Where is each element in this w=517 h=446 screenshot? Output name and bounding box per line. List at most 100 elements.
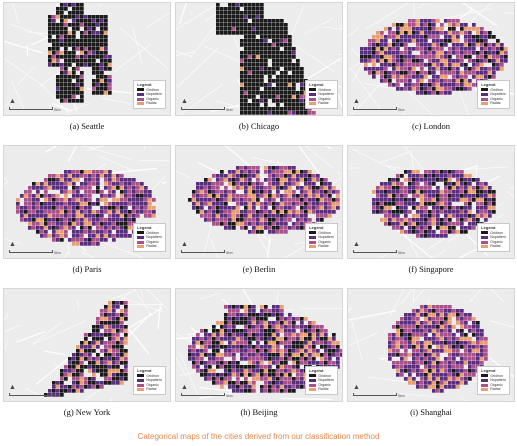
grid-cell: [252, 357, 256, 361]
grid-cell: [248, 329, 252, 333]
grid-cell: [392, 63, 396, 67]
grid-cell: [388, 222, 392, 226]
grid-cell: [420, 222, 424, 226]
grid-cell: [68, 182, 72, 186]
grid-cell: [224, 321, 228, 325]
grid-cell: [440, 67, 444, 71]
grid-cell: [436, 194, 440, 198]
grid-cell: [240, 75, 244, 79]
grid-cell: [240, 55, 244, 59]
map-legend: Legend Gridiron Nopattern Organic Radial: [133, 80, 166, 109]
grid-cell: [108, 226, 112, 230]
grid-cell: [396, 222, 400, 226]
grid-cell: [80, 226, 84, 230]
grid-cell: [132, 194, 136, 198]
grid-cell: [248, 23, 252, 27]
city-map: ▲ 5km Legend Gridiron Nopattern Organic Radial: [3, 288, 171, 402]
grid-cell: [252, 349, 256, 353]
grid-cell: [428, 226, 432, 230]
grid-cell: [412, 23, 416, 27]
grid-cell: [380, 198, 384, 202]
grid-cell: [324, 182, 328, 186]
grid-cell: [460, 341, 464, 345]
grid-cell: [408, 337, 412, 341]
grid-cell: [88, 194, 92, 198]
grid-cell: [252, 174, 256, 178]
grid-cell: [428, 361, 432, 365]
grid-cell: [280, 222, 284, 226]
grid-cell: [484, 55, 488, 59]
grid-cell: [452, 365, 456, 369]
grid-cell: [460, 174, 464, 178]
grid-cell: [124, 329, 128, 333]
grid-cell: [228, 3, 232, 7]
grid-cell: [120, 313, 124, 317]
grid-cell: [312, 174, 316, 178]
road-line: [111, 307, 163, 339]
grid-cell: [252, 91, 256, 95]
grid-cell: [244, 15, 248, 19]
grid-cell: [384, 71, 388, 75]
grid-cell: [432, 210, 436, 214]
grid-cell: [232, 361, 236, 365]
road-line: [112, 43, 152, 73]
grid-cell: [288, 190, 292, 194]
grid-cell: [248, 210, 252, 214]
grid-cell: [384, 79, 388, 83]
grid-cell: [236, 202, 240, 206]
grid-cell: [228, 7, 232, 11]
grid-cell: [436, 234, 440, 238]
grid-cell: [452, 31, 456, 35]
grid-cell: [240, 51, 244, 55]
grid-cell: [116, 174, 120, 178]
grid-cell: [100, 210, 104, 214]
grid-cell: [280, 381, 284, 385]
grid-cell: [76, 67, 80, 71]
grid-cell: [44, 182, 48, 186]
grid-cell: [280, 230, 284, 234]
grid-cell: [92, 345, 96, 349]
grid-cell: [72, 11, 76, 15]
grid-cell: [192, 194, 196, 198]
grid-cell: [108, 206, 112, 210]
grid-cell: [432, 230, 436, 234]
panel-caption: (b) Chicago: [238, 121, 280, 131]
grid-cell: [88, 369, 92, 373]
grid-cell: [288, 206, 292, 210]
grid-cell: [416, 31, 420, 35]
grid-cell: [104, 238, 108, 242]
grid-cell: [284, 99, 288, 103]
grid-cell: [104, 321, 108, 325]
grid-cell: [372, 202, 376, 206]
road-line: [146, 12, 170, 28]
grid-cell: [88, 202, 92, 206]
grid-cell: [272, 71, 276, 75]
grid-cell: [240, 63, 244, 67]
grid-cell: [216, 218, 220, 222]
grid-cell: [472, 39, 476, 43]
grid-cell: [420, 218, 424, 222]
grid-cell: [360, 55, 364, 59]
grid-cell: [28, 186, 32, 190]
legend-label: Radial: [318, 101, 329, 106]
grid-cell: [216, 178, 220, 182]
grid-cell: [104, 63, 108, 67]
grid-cell: [224, 206, 228, 210]
grid-cell: [408, 341, 412, 345]
legend-swatch: [137, 388, 145, 392]
grid-cell: [104, 27, 108, 31]
legend-item: Nopattern: [309, 378, 334, 383]
grid-cell: [392, 345, 396, 349]
grid-cell: [384, 202, 388, 206]
grid-cell: [460, 329, 464, 333]
grid-cell: [248, 3, 252, 7]
grid-cell: [260, 313, 264, 317]
grid-cell: [276, 329, 280, 333]
grid-cell: [376, 51, 380, 55]
grid-cell: [440, 337, 444, 341]
grid-cell: [84, 333, 88, 337]
grid-cell: [416, 43, 420, 47]
grid-cell: [52, 381, 56, 385]
grid-cell: [256, 23, 260, 27]
grid-cell: [488, 55, 492, 59]
